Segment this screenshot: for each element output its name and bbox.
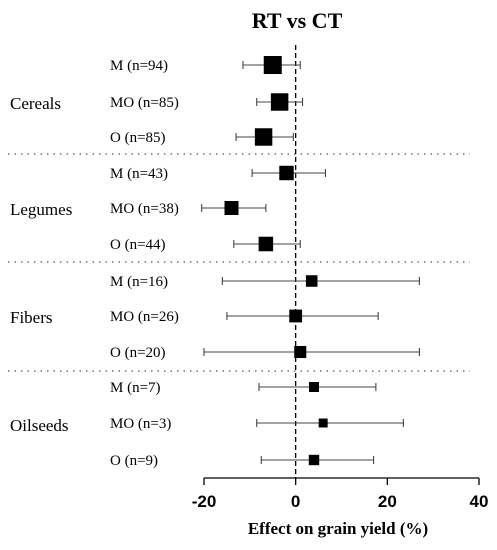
row-label: MO (n=26) (110, 309, 179, 325)
row-label: MO (n=3) (110, 416, 171, 432)
row-label: MO (n=85) (110, 95, 179, 111)
point-estimate (308, 381, 320, 393)
x-tick-label: 40 (470, 492, 489, 511)
point-estimate (258, 236, 274, 252)
row-label: M (n=16) (110, 274, 168, 290)
group-label: Cereals (10, 94, 61, 113)
row-label: M (n=94) (110, 58, 168, 74)
point-estimate (224, 201, 239, 215)
x-tick-label: 20 (378, 492, 397, 511)
x-tick-label: 0 (291, 492, 300, 511)
point-estimate (318, 418, 328, 428)
row-label: M (n=43) (110, 166, 168, 182)
row-label: O (n=9) (110, 453, 158, 469)
x-axis-label: Effect on grain yield (%) (248, 519, 428, 538)
group-label: Fibers (10, 308, 53, 327)
point-estimate (263, 56, 282, 74)
group-label: Legumes (10, 200, 72, 219)
group-label: Oilseeds (10, 416, 69, 435)
point-estimate (279, 165, 294, 181)
point-estimate (270, 93, 289, 111)
point-estimate (305, 275, 318, 287)
chart-title: RT vs CT (252, 8, 343, 33)
point-estimate (294, 345, 307, 359)
point-estimate (289, 309, 303, 323)
row-label: O (n=20) (110, 345, 166, 361)
point-estimate (308, 454, 320, 466)
row-label: M (n=7) (110, 380, 161, 396)
row-label: O (n=85) (110, 130, 166, 146)
plot-area: -20 0 20 40 Cereals M (n=94) MO (n=85) O (n=85)… (8, 45, 488, 511)
point-estimate (254, 128, 273, 146)
row-label: MO (n=38) (110, 201, 179, 217)
x-tick-label: -20 (192, 492, 217, 511)
row-label: O (n=44) (110, 237, 166, 253)
